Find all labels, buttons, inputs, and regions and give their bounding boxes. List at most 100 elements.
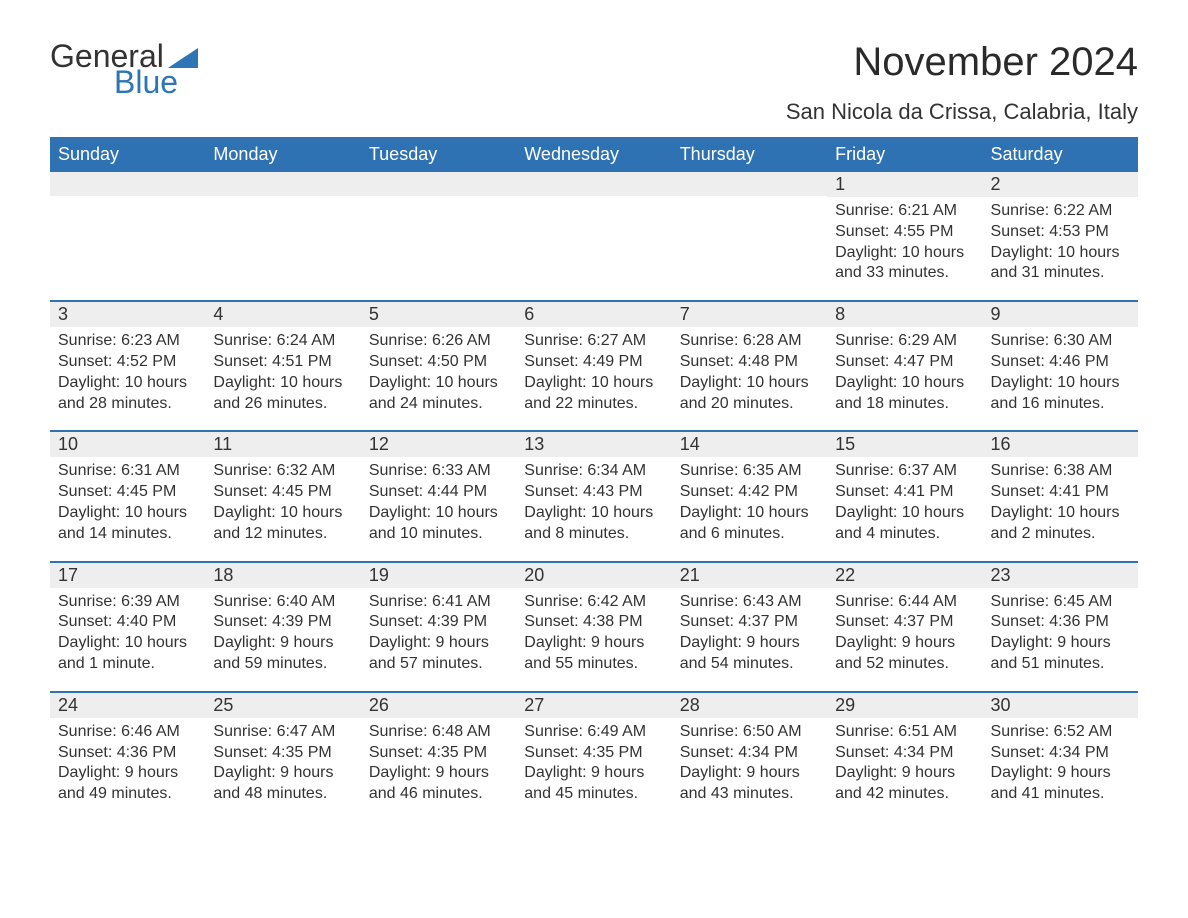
day-data: Sunrise: 6:41 AMSunset: 4:39 PMDaylight:… bbox=[361, 588, 516, 675]
sunrise-text: Sunrise: 6:29 AM bbox=[835, 331, 974, 352]
sunset-text: Sunset: 4:40 PM bbox=[58, 612, 197, 633]
calendar-day-cell bbox=[361, 172, 516, 300]
day-data: Sunrise: 6:22 AMSunset: 4:53 PMDaylight:… bbox=[983, 197, 1138, 284]
sunrise-text: Sunrise: 6:47 AM bbox=[213, 722, 352, 743]
day-data: Sunrise: 6:29 AMSunset: 4:47 PMDaylight:… bbox=[827, 327, 982, 414]
sunrise-text: Sunrise: 6:26 AM bbox=[369, 331, 508, 352]
daylight-text: Daylight: 10 hours and 20 minutes. bbox=[680, 373, 819, 415]
dow-saturday: Saturday bbox=[983, 137, 1138, 172]
dow-tuesday: Tuesday bbox=[361, 137, 516, 172]
calendar-day-cell bbox=[516, 172, 671, 300]
day-data: Sunrise: 6:27 AMSunset: 4:49 PMDaylight:… bbox=[516, 327, 671, 414]
sunset-text: Sunset: 4:39 PM bbox=[213, 612, 352, 633]
calendar-day-cell: 19Sunrise: 6:41 AMSunset: 4:39 PMDayligh… bbox=[361, 563, 516, 691]
day-number bbox=[361, 172, 516, 196]
day-number: 2 bbox=[983, 172, 1138, 197]
daylight-text: Daylight: 10 hours and 31 minutes. bbox=[991, 243, 1130, 285]
sunrise-text: Sunrise: 6:34 AM bbox=[524, 461, 663, 482]
day-number: 14 bbox=[672, 432, 827, 457]
day-data: Sunrise: 6:47 AMSunset: 4:35 PMDaylight:… bbox=[205, 718, 360, 805]
day-of-week-header-row: Sunday Monday Tuesday Wednesday Thursday… bbox=[50, 137, 1138, 172]
daylight-text: Daylight: 9 hours and 41 minutes. bbox=[991, 763, 1130, 805]
sunrise-text: Sunrise: 6:50 AM bbox=[680, 722, 819, 743]
calendar-day-cell: 4Sunrise: 6:24 AMSunset: 4:51 PMDaylight… bbox=[205, 302, 360, 430]
brand-logo: General Blue bbox=[50, 40, 198, 98]
sunrise-text: Sunrise: 6:48 AM bbox=[369, 722, 508, 743]
day-number bbox=[205, 172, 360, 196]
sunset-text: Sunset: 4:51 PM bbox=[213, 352, 352, 373]
day-data: Sunrise: 6:40 AMSunset: 4:39 PMDaylight:… bbox=[205, 588, 360, 675]
day-data: Sunrise: 6:23 AMSunset: 4:52 PMDaylight:… bbox=[50, 327, 205, 414]
sunrise-text: Sunrise: 6:42 AM bbox=[524, 592, 663, 613]
day-data: Sunrise: 6:34 AMSunset: 4:43 PMDaylight:… bbox=[516, 457, 671, 544]
day-number: 4 bbox=[205, 302, 360, 327]
daylight-text: Daylight: 9 hours and 48 minutes. bbox=[213, 763, 352, 805]
calendar-day-cell: 13Sunrise: 6:34 AMSunset: 4:43 PMDayligh… bbox=[516, 432, 671, 560]
sunset-text: Sunset: 4:35 PM bbox=[369, 743, 508, 764]
sunset-text: Sunset: 4:35 PM bbox=[524, 743, 663, 764]
sunset-text: Sunset: 4:35 PM bbox=[213, 743, 352, 764]
day-data: Sunrise: 6:51 AMSunset: 4:34 PMDaylight:… bbox=[827, 718, 982, 805]
day-data: Sunrise: 6:46 AMSunset: 4:36 PMDaylight:… bbox=[50, 718, 205, 805]
daylight-text: Daylight: 9 hours and 43 minutes. bbox=[680, 763, 819, 805]
day-data: Sunrise: 6:26 AMSunset: 4:50 PMDaylight:… bbox=[361, 327, 516, 414]
day-number: 7 bbox=[672, 302, 827, 327]
sunrise-text: Sunrise: 6:39 AM bbox=[58, 592, 197, 613]
calendar-day-cell: 10Sunrise: 6:31 AMSunset: 4:45 PMDayligh… bbox=[50, 432, 205, 560]
day-number: 22 bbox=[827, 563, 982, 588]
calendar-day-cell: 11Sunrise: 6:32 AMSunset: 4:45 PMDayligh… bbox=[205, 432, 360, 560]
sunset-text: Sunset: 4:41 PM bbox=[835, 482, 974, 503]
sunset-text: Sunset: 4:46 PM bbox=[991, 352, 1130, 373]
sunrise-text: Sunrise: 6:35 AM bbox=[680, 461, 819, 482]
sunset-text: Sunset: 4:55 PM bbox=[835, 222, 974, 243]
calendar-grid: Sunday Monday Tuesday Wednesday Thursday… bbox=[50, 137, 1138, 821]
location-subtitle: San Nicola da Crissa, Calabria, Italy bbox=[786, 99, 1138, 125]
calendar-day-cell: 27Sunrise: 6:49 AMSunset: 4:35 PMDayligh… bbox=[516, 693, 671, 821]
sunrise-text: Sunrise: 6:43 AM bbox=[680, 592, 819, 613]
sunrise-text: Sunrise: 6:41 AM bbox=[369, 592, 508, 613]
calendar-day-cell: 7Sunrise: 6:28 AMSunset: 4:48 PMDaylight… bbox=[672, 302, 827, 430]
sunrise-text: Sunrise: 6:46 AM bbox=[58, 722, 197, 743]
sunset-text: Sunset: 4:37 PM bbox=[680, 612, 819, 633]
day-data: Sunrise: 6:42 AMSunset: 4:38 PMDaylight:… bbox=[516, 588, 671, 675]
sunset-text: Sunset: 4:42 PM bbox=[680, 482, 819, 503]
daylight-text: Daylight: 10 hours and 10 minutes. bbox=[369, 503, 508, 545]
day-number: 6 bbox=[516, 302, 671, 327]
daylight-text: Daylight: 10 hours and 6 minutes. bbox=[680, 503, 819, 545]
brand-word-2: Blue bbox=[114, 66, 198, 98]
sunset-text: Sunset: 4:44 PM bbox=[369, 482, 508, 503]
calendar-day-cell: 25Sunrise: 6:47 AMSunset: 4:35 PMDayligh… bbox=[205, 693, 360, 821]
day-data: Sunrise: 6:44 AMSunset: 4:37 PMDaylight:… bbox=[827, 588, 982, 675]
day-number: 21 bbox=[672, 563, 827, 588]
calendar-day-cell: 3Sunrise: 6:23 AMSunset: 4:52 PMDaylight… bbox=[50, 302, 205, 430]
calendar-day-cell: 20Sunrise: 6:42 AMSunset: 4:38 PMDayligh… bbox=[516, 563, 671, 691]
daylight-text: Daylight: 10 hours and 8 minutes. bbox=[524, 503, 663, 545]
day-number: 9 bbox=[983, 302, 1138, 327]
sunrise-text: Sunrise: 6:21 AM bbox=[835, 201, 974, 222]
day-number: 17 bbox=[50, 563, 205, 588]
calendar-day-cell: 30Sunrise: 6:52 AMSunset: 4:34 PMDayligh… bbox=[983, 693, 1138, 821]
day-number: 18 bbox=[205, 563, 360, 588]
sunset-text: Sunset: 4:43 PM bbox=[524, 482, 663, 503]
day-number: 25 bbox=[205, 693, 360, 718]
day-number: 3 bbox=[50, 302, 205, 327]
dow-monday: Monday bbox=[205, 137, 360, 172]
daylight-text: Daylight: 10 hours and 26 minutes. bbox=[213, 373, 352, 415]
day-number: 16 bbox=[983, 432, 1138, 457]
dow-sunday: Sunday bbox=[50, 137, 205, 172]
day-data: Sunrise: 6:49 AMSunset: 4:35 PMDaylight:… bbox=[516, 718, 671, 805]
calendar-day-cell: 21Sunrise: 6:43 AMSunset: 4:37 PMDayligh… bbox=[672, 563, 827, 691]
calendar-day-cell: 12Sunrise: 6:33 AMSunset: 4:44 PMDayligh… bbox=[361, 432, 516, 560]
sunrise-text: Sunrise: 6:38 AM bbox=[991, 461, 1130, 482]
sunrise-text: Sunrise: 6:31 AM bbox=[58, 461, 197, 482]
calendar-day-cell: 16Sunrise: 6:38 AMSunset: 4:41 PMDayligh… bbox=[983, 432, 1138, 560]
calendar-week-row: 1Sunrise: 6:21 AMSunset: 4:55 PMDaylight… bbox=[50, 172, 1138, 300]
day-number: 5 bbox=[361, 302, 516, 327]
daylight-text: Daylight: 10 hours and 1 minute. bbox=[58, 633, 197, 675]
day-number: 12 bbox=[361, 432, 516, 457]
daylight-text: Daylight: 9 hours and 46 minutes. bbox=[369, 763, 508, 805]
sunrise-text: Sunrise: 6:52 AM bbox=[991, 722, 1130, 743]
calendar-day-cell: 28Sunrise: 6:50 AMSunset: 4:34 PMDayligh… bbox=[672, 693, 827, 821]
calendar-day-cell: 15Sunrise: 6:37 AMSunset: 4:41 PMDayligh… bbox=[827, 432, 982, 560]
sunset-text: Sunset: 4:45 PM bbox=[213, 482, 352, 503]
